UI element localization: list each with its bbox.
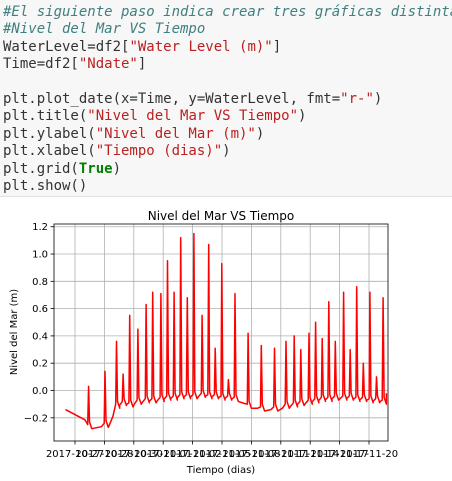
y-tick-label: 0.0	[32, 386, 48, 397]
code-token: ]	[272, 38, 282, 55]
code-editor[interactable]: #El siguiente paso indica crear tres grá…	[0, 0, 452, 195]
code-string: "Ndate"	[78, 56, 138, 73]
code-comment-line: #Nivel del Mar VS Tiempo	[3, 21, 206, 38]
code-token: plt.show()	[3, 178, 88, 195]
plot-frame	[53, 223, 389, 442]
code-token: plt.xlabel(	[3, 143, 96, 160]
x-axis-label: Tiempo (dias)	[186, 465, 255, 476]
code-token: plt.grid(	[3, 160, 79, 177]
code-token: plt.ylabel(	[3, 125, 96, 142]
x-tick-label: 2017-10-28	[75, 449, 133, 460]
water-level-line	[65, 232, 388, 430]
code-token: plt.plot_date(x=Time, y=WaterLevel, fmt=	[3, 91, 341, 108]
y-tick-label: 1.2	[32, 222, 48, 233]
code-token: WaterLevel=df2[	[3, 38, 130, 55]
x-tick-label: 2017-11-02	[164, 449, 222, 460]
code-string: "Water Level (m)"	[129, 38, 273, 55]
code-token: )	[373, 91, 383, 108]
code-token: )	[112, 160, 122, 177]
code-keyword: True	[78, 160, 113, 177]
x-axis: 2017-10-272017-10-282017-10-302017-11-01…	[46, 441, 398, 460]
y-tick-label: 0.6	[32, 304, 48, 315]
y-axis: −0.2 0.0 0.2 0.4 0.6 0.8 1.0 1.2	[24, 222, 54, 424]
x-tick-label: 2017-10-27	[46, 449, 104, 460]
y-tick-label: 1.0	[32, 250, 48, 261]
code-string: "r-"	[340, 91, 374, 108]
code-string: "Tiempo (dias)"	[95, 143, 223, 160]
y-tick-label: 0.8	[32, 277, 48, 288]
x-tick-label: 2017-11-17	[311, 449, 369, 460]
y-tick-label: −0.2	[24, 413, 48, 424]
chart-title: Nivel del Mar VS Tiempo	[148, 209, 295, 223]
output-area: Nivel del Mar VS Tiempo −0.2 0.0 0.2 0.4 0.6…	[0, 198, 452, 477]
x-tick-label: 2017-10-30	[105, 449, 163, 460]
x-tick-label: 2017-11-20	[340, 449, 398, 460]
code-string: "Nivel del Mar VS Tiempo"	[87, 108, 299, 125]
code-token: )	[222, 143, 231, 160]
code-token: Time=df2[	[3, 56, 79, 73]
x-tick-label: 2017-11-01	[134, 449, 192, 460]
y-tick-label: 0.2	[32, 359, 48, 370]
y-tick-label: 0.4	[32, 331, 48, 342]
y-axis-label: Nivel del Mar (m)	[9, 289, 20, 375]
code-token: ]	[137, 56, 147, 73]
x-tick-label: 2017-11-14	[281, 449, 339, 460]
code-string: "Nivel del Mar (m)"	[95, 125, 256, 142]
code-token: plt.title(	[3, 108, 88, 125]
code-cell[interactable]: #El siguiente paso indica crear tres grá…	[0, 0, 452, 197]
x-tick-label: 2017-11-08	[222, 449, 280, 460]
code-token: )	[298, 108, 307, 125]
x-tick-label: 2017-11-11	[252, 449, 310, 460]
series-line	[65, 232, 388, 430]
code-comment-line: #El siguiente paso indica crear tres grá…	[3, 4, 452, 20]
code-token: )	[255, 125, 265, 142]
x-tick-label: 2017-11-05	[193, 449, 251, 460]
line-chart: Nivel del Mar VS Tiempo −0.2 0.0 0.2 0.4 0.6…	[9, 209, 398, 476]
